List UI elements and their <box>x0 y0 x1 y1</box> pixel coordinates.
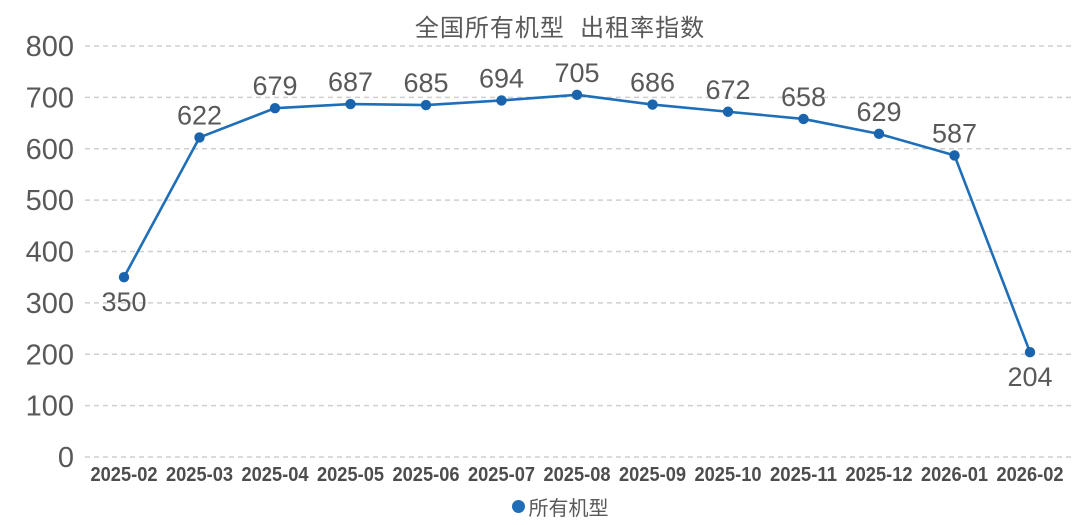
x-axis-label: 2025-08 <box>544 464 611 486</box>
series-line <box>122 93 1032 354</box>
data-point <box>194 132 205 143</box>
data-point <box>949 150 960 161</box>
data-label: 350 <box>101 287 146 317</box>
data-point <box>269 102 281 114</box>
x-axis-label: 2025-05 <box>317 464 384 486</box>
data-label: 679 <box>252 71 297 101</box>
data-point <box>798 113 809 125</box>
y-axis-label: 400 <box>26 237 74 269</box>
x-axis-label: 2025-12 <box>846 464 913 486</box>
x-axis-label: 2026-01 <box>921 464 988 486</box>
x-axis-label: 2025-10 <box>695 464 762 486</box>
y-axis-label: 800 <box>26 31 74 63</box>
data-label: 658 <box>781 82 826 112</box>
data-point <box>345 98 356 110</box>
data-point <box>420 99 432 111</box>
data-label: 672 <box>705 75 750 105</box>
y-axis-label: 500 <box>26 185 74 217</box>
x-axis-label: 2025-04 <box>242 464 310 486</box>
data-point <box>118 271 130 283</box>
y-axis-label: 600 <box>26 134 74 166</box>
chart-title: 全国所有机型 出租率指数 <box>414 15 706 42</box>
data-point <box>571 89 583 101</box>
data-label: 687 <box>328 67 373 97</box>
y-axis-label: 300 <box>26 288 74 320</box>
x-axis-label: 2025-03 <box>166 464 233 486</box>
data-point <box>496 95 507 106</box>
legend-label: 所有机型 <box>528 498 609 520</box>
x-axis-label: 2025-06 <box>393 464 460 486</box>
data-label: 685 <box>403 68 448 98</box>
y-axis-label: 200 <box>26 339 74 371</box>
legend-item-all-models[interactable]: 所有机型 <box>20 492 1080 521</box>
data-point <box>722 106 734 117</box>
x-axis-label: 2025-02 <box>91 464 158 486</box>
data-label: 694 <box>479 63 524 93</box>
x-axis-label: 2025-07 <box>468 464 535 486</box>
data-label: 629 <box>856 97 901 127</box>
data-label: 622 <box>177 100 222 130</box>
y-axis-label: 100 <box>26 391 74 423</box>
data-point <box>1024 346 1036 358</box>
data-point <box>647 99 658 110</box>
x-axis-label: 2026-02 <box>997 464 1064 486</box>
data-label: 705 <box>554 58 599 88</box>
y-axis-label: 700 <box>26 82 74 114</box>
legend-marker-icon <box>511 500 525 513</box>
data-label: 686 <box>630 68 675 98</box>
data-label: 587 <box>932 118 977 148</box>
x-axis-label: 2025-09 <box>619 464 686 486</box>
data-point <box>873 128 885 140</box>
y-axis-label: 0 <box>58 442 74 474</box>
data-label: 204 <box>1007 362 1052 392</box>
x-axis-label: 2025-11 <box>770 464 837 486</box>
